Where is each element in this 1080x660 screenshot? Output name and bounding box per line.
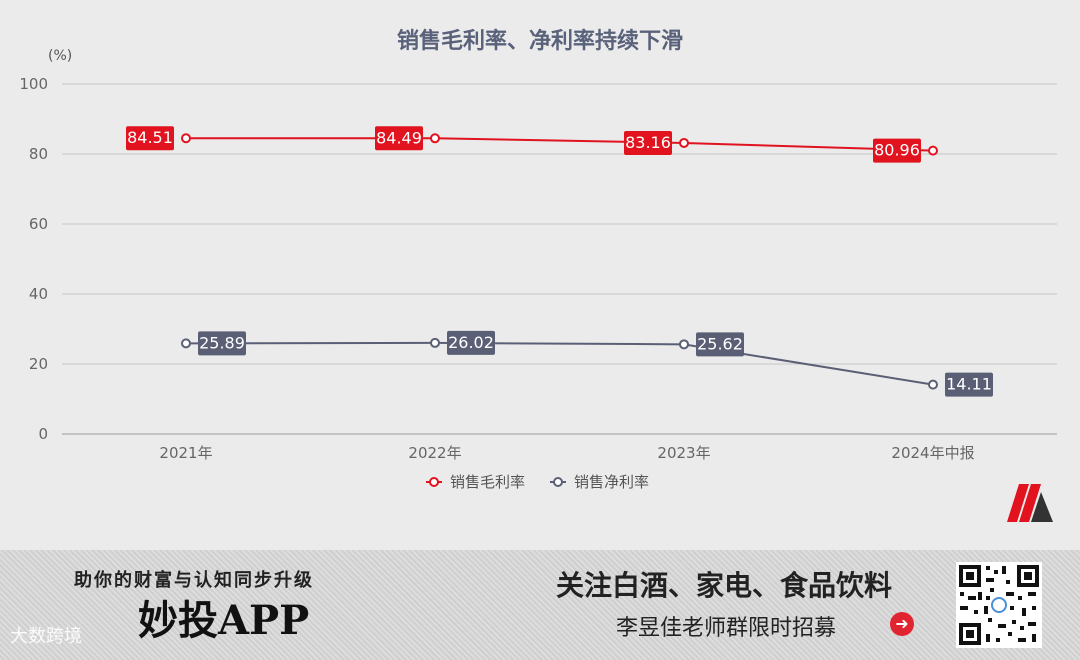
y-axis-unit: (%) (48, 48, 72, 64)
arrow-right-icon[interactable]: ➜ (890, 612, 914, 636)
y-tick-label: 40 (29, 285, 48, 303)
banner-tagline: 助你的财富与认知同步升级 (74, 570, 314, 591)
data-point (181, 338, 191, 349)
data-label: 80.96 (874, 141, 920, 160)
data-label: 83.16 (625, 133, 671, 152)
y-tick-label: 60 (29, 215, 48, 233)
y-tick-label: 0 (38, 425, 48, 443)
chart-title: 销售毛利率、净利率持续下滑 (397, 28, 683, 54)
data-label-box (945, 372, 993, 397)
line-chart: 销售毛利率、净利率持续下滑 (%) 0 20 40 60 80 100 2021年 2022年… (19, 28, 1057, 522)
legend-marker-icon (553, 477, 563, 487)
legend: 销售毛利率 销售净利率 (426, 473, 649, 491)
data-label-box (873, 138, 921, 163)
data-label: 25.89 (199, 333, 245, 352)
banner-recruit-text: 李昱佳老师群限时招募 (616, 616, 837, 641)
data-label-layer: 84.51 84.49 83.16 80.96 25.89 26.02 25.62 14.11 (126, 126, 993, 397)
data-label-box (375, 126, 423, 151)
y-tick-label: 80 (29, 145, 48, 163)
series-line (185, 341, 934, 386)
legend-label: 销售净利率 (574, 473, 649, 491)
series-line (185, 137, 934, 152)
data-point (679, 339, 689, 350)
x-tick-label: 2022年 (408, 444, 461, 462)
grid-layer: 0 20 40 60 80 100 2021年 2022年 2023年 2024年中报 (19, 75, 1057, 462)
y-tick-label: 100 (19, 75, 48, 93)
y-tick-label: 20 (29, 355, 48, 373)
x-tick-label: 2024年中报 (891, 444, 974, 462)
data-label: 84.49 (376, 128, 422, 147)
x-tick-label: 2021年 (159, 444, 212, 462)
legend-label: 销售毛利率 (450, 473, 525, 491)
watermark-text: 大数跨境 (10, 626, 82, 647)
data-label-box (198, 331, 246, 356)
data-label: 25.62 (697, 334, 743, 353)
data-label-box (126, 126, 174, 151)
legend-marker-icon (429, 477, 439, 487)
data-point (928, 379, 938, 390)
data-label: 84.51 (127, 128, 173, 147)
data-label: 14.11 (946, 375, 992, 394)
data-point (430, 133, 440, 144)
chart-area: 销售毛利率、净利率持续下滑 (%) 0 20 40 60 80 100 2021年 2022年… (19, 28, 1057, 522)
x-tick-label: 2023年 (657, 444, 710, 462)
data-point (928, 145, 938, 156)
data-label-box (624, 130, 672, 155)
data-point (181, 133, 191, 144)
data-label-box (447, 330, 495, 355)
data-point (679, 137, 689, 148)
data-label: 26.02 (448, 333, 494, 352)
series-layer (181, 133, 938, 390)
data-point (430, 337, 440, 348)
brand-logo-icon (1007, 484, 1053, 522)
promo-banner[interactable]: 助你的财富与认知同步升级 妙投APP 大数跨境 关注白酒、家电、食品饮料 李昱佳… (0, 550, 1080, 660)
data-label-box (696, 332, 744, 357)
qr-code-icon[interactable] (956, 562, 1042, 648)
banner-follow-text: 关注白酒、家电、食品饮料 (556, 569, 893, 602)
banner-app-name: 妙投APP (138, 597, 310, 644)
